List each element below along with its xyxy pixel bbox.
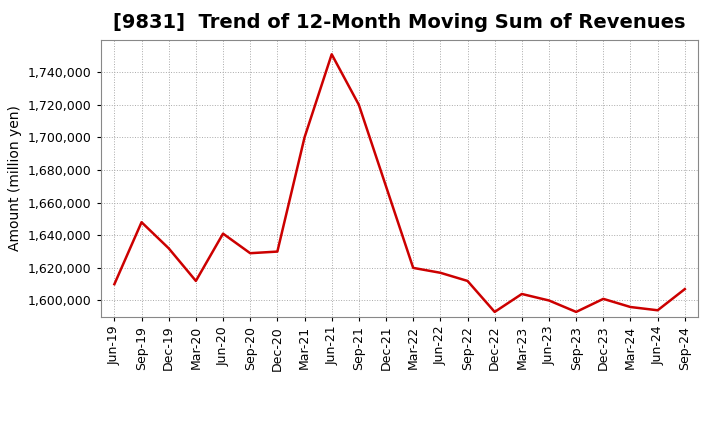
Y-axis label: Amount (million yen): Amount (million yen) [9, 105, 22, 251]
Title: [9831]  Trend of 12-Month Moving Sum of Revenues: [9831] Trend of 12-Month Moving Sum of R… [113, 14, 686, 33]
